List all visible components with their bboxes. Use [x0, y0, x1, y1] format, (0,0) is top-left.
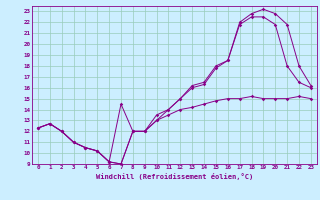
X-axis label: Windchill (Refroidissement éolien,°C): Windchill (Refroidissement éolien,°C): [96, 173, 253, 180]
